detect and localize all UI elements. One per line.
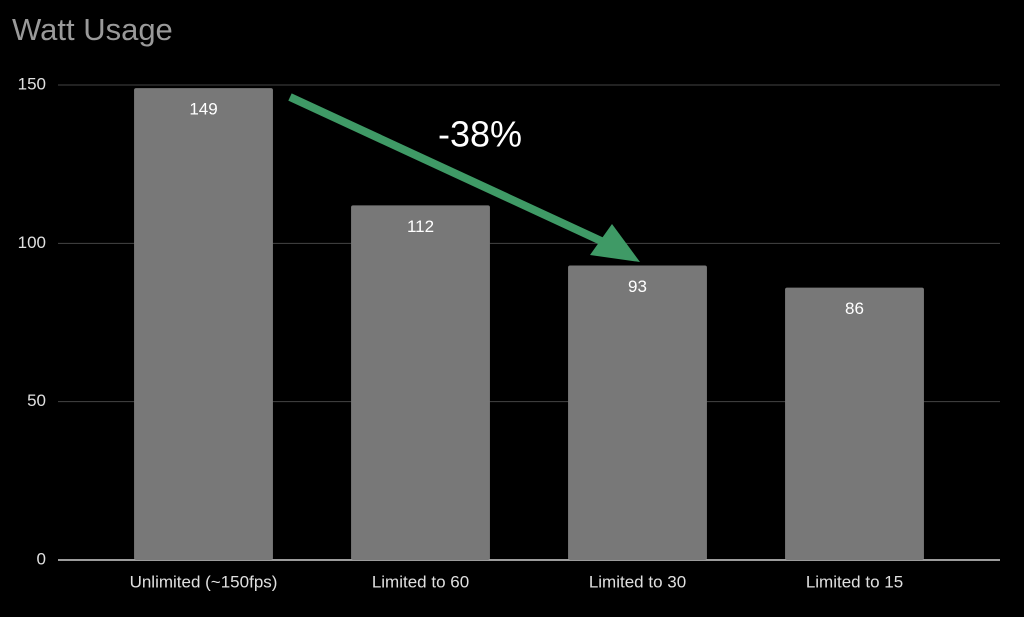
x-tick-label: Limited to 60 [372,572,469,591]
x-tick-label: Unlimited (~150fps) [130,572,278,591]
bar [351,205,490,561]
x-tick-label: Limited to 15 [806,572,903,591]
chart-title: Watt Usage [12,12,173,47]
annotation: -38% [438,114,522,155]
bar [134,88,273,561]
y-tick-label: 0 [37,549,46,568]
x-tick-label: Limited to 30 [589,572,686,591]
value-label: 86 [845,299,864,318]
y-tick-label: 150 [18,74,46,93]
value-label: 93 [628,277,647,296]
bar [568,265,707,560]
value-label: 112 [407,217,434,236]
annotation-arrow [288,93,614,250]
y-tick-label: 50 [27,391,46,410]
value-label: 149 [189,100,217,119]
annotation-arrowhead [590,224,640,262]
bar [785,287,924,560]
y-tick-label: 100 [18,233,46,252]
